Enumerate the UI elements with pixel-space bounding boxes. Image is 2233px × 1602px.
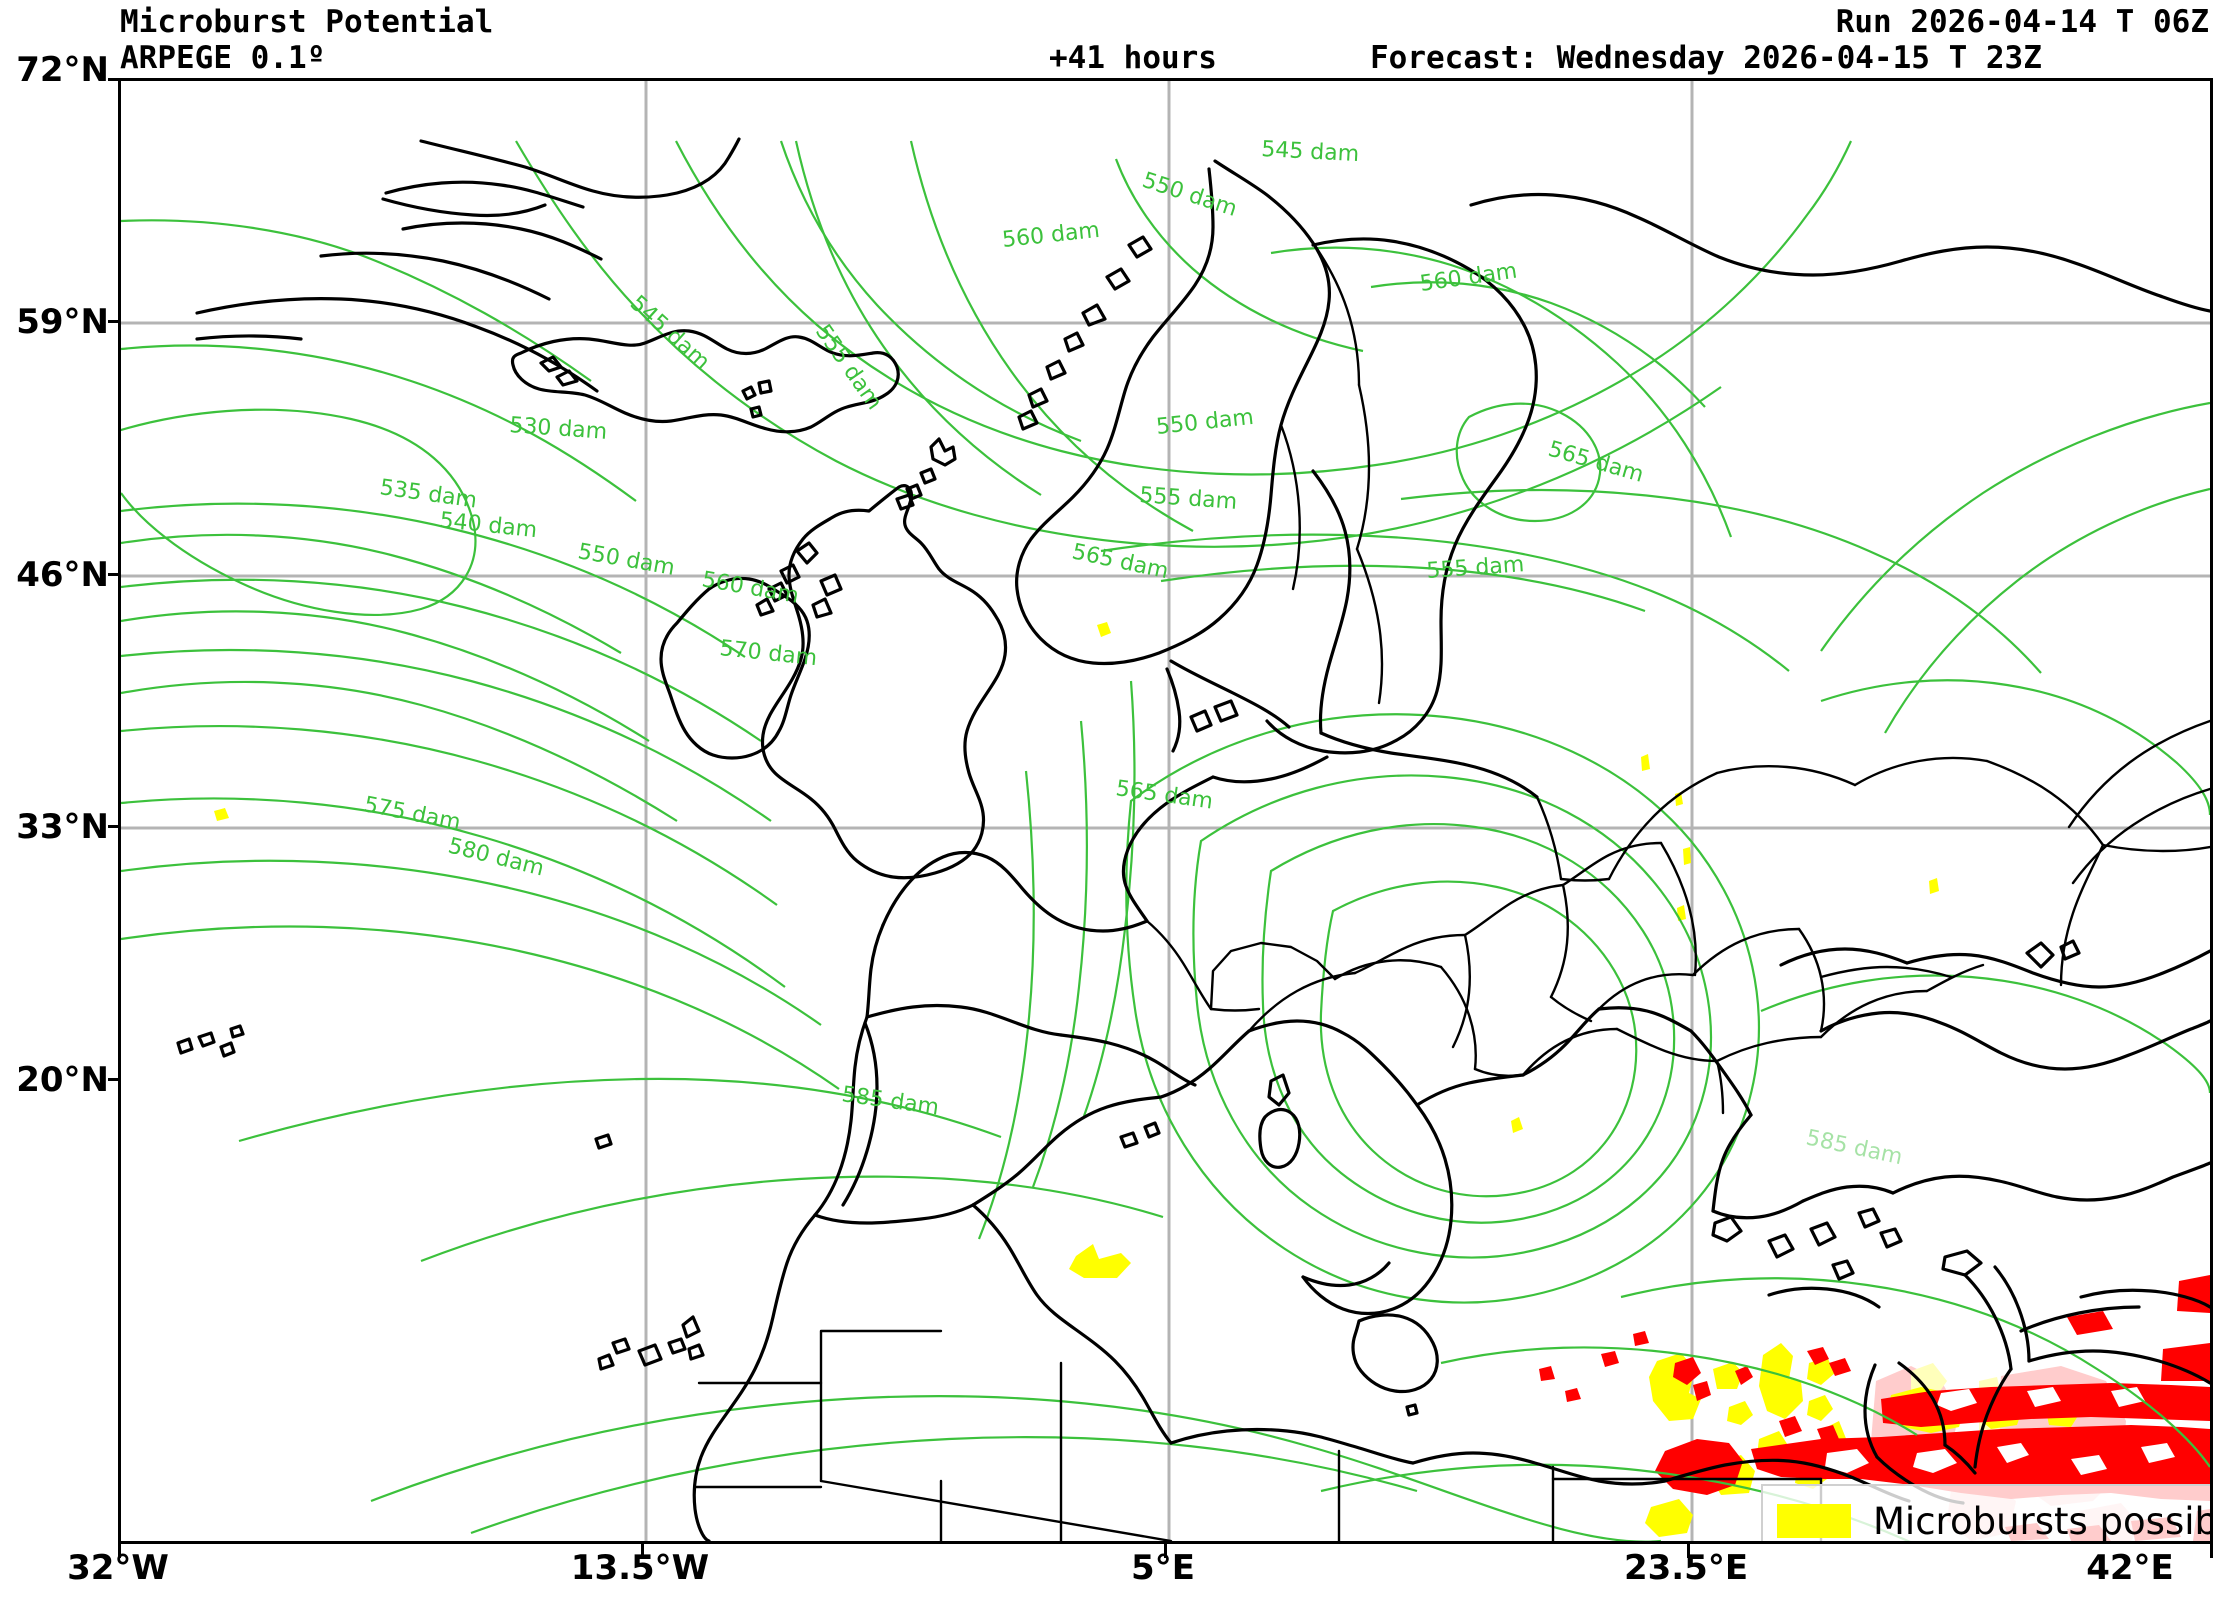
svg-text:530 dam: 530 dam <box>509 413 608 445</box>
svg-text:585 dam: 585 dam <box>1804 1125 1905 1170</box>
y-tick-72n: 72°N <box>16 50 109 90</box>
map-canvas: 545 dam 550 dam 560 dam 560 dam 545 dam … <box>121 81 2210 1541</box>
geopotential-contours <box>121 140 2210 1541</box>
svg-text:560 dam: 560 dam <box>1001 218 1101 253</box>
map-svg: 545 dam 550 dam 560 dam 560 dam 545 dam … <box>121 81 2210 1541</box>
y-tickmark <box>108 573 122 576</box>
legend-swatch-possible <box>1777 1504 1851 1538</box>
x-tick-32w: 32°W <box>67 1548 169 1588</box>
svg-text:535 dam: 535 dam <box>378 475 478 513</box>
svg-text:565 dam: 565 dam <box>1545 437 1646 488</box>
y-tickmark <box>108 320 122 323</box>
svg-text:545 dam: 545 dam <box>1261 137 1360 167</box>
x-tickmark <box>2210 1544 2213 1558</box>
x-tickmark <box>1164 1544 1167 1558</box>
lead-time-label: +41 hours <box>1049 40 1217 76</box>
map-plot-area[interactable]: 545 dam 550 dam 560 dam 560 dam 545 dam … <box>118 78 2213 1544</box>
legend-label-possible: Microbursts possible <box>1873 1499 2210 1543</box>
model-label: ARPEGE 0.1º <box>120 40 326 76</box>
legend-item-possible[interactable]: Microbursts possible <box>1777 1496 2210 1543</box>
svg-text:585 dam: 585 dam <box>840 1082 940 1120</box>
svg-text:540 dam: 540 dam <box>438 508 538 543</box>
svg-text:550 dam: 550 dam <box>1139 168 1240 222</box>
run-label: Run 2026-04-14 T 06Z <box>1835 4 2209 40</box>
forecast-valid-label: Forecast: Wednesday 2026-04-15 T 23Z <box>1370 40 2042 76</box>
x-tickmark <box>1687 1544 1690 1558</box>
x-tickmark <box>118 1544 121 1558</box>
y-tickmark <box>108 78 122 81</box>
svg-text:560 dam: 560 dam <box>1418 259 1518 297</box>
page-title: Microburst Potential <box>120 4 494 40</box>
y-tick-46n: 46°N <box>16 555 109 595</box>
coastlines <box>176 137 2210 1541</box>
svg-text:560 dam: 560 dam <box>700 567 801 609</box>
y-tickmark <box>108 825 122 828</box>
y-tick-20n: 20°N <box>16 1060 109 1100</box>
x-tickmark <box>641 1544 644 1558</box>
x-tick-5e: 5°E <box>1131 1548 1195 1588</box>
x-tick-42e: 42°E <box>2086 1548 2174 1588</box>
legend-box[interactable]: Microbursts possible Microbursts likely <box>1761 1484 2210 1543</box>
x-tick-135w: 13.5°W <box>570 1548 710 1588</box>
y-tickmark <box>108 1078 122 1081</box>
svg-text:555 dam: 555 dam <box>1139 483 1238 515</box>
y-tick-59n: 59°N <box>16 302 109 342</box>
microburst-shading <box>214 622 2210 1541</box>
microburst-likely-region <box>1539 1275 2210 1541</box>
x-tick-235e: 23.5°E <box>1623 1548 1749 1588</box>
svg-text:555 dam: 555 dam <box>1426 552 1525 584</box>
y-tick-33n: 33°N <box>16 807 109 847</box>
gridlines <box>121 81 2210 1541</box>
